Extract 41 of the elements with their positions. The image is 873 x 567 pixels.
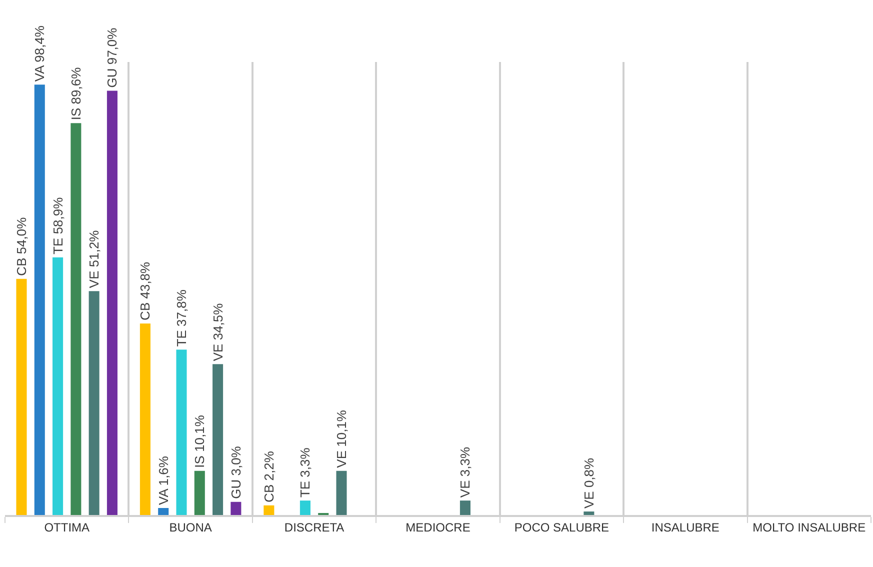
data-label: CB 2,2% (261, 450, 276, 502)
bar (176, 350, 187, 515)
data-label: TE 3,3% (298, 447, 313, 498)
data-label: GU 97,0% (104, 27, 120, 88)
x-tick-label: OTTIMA (44, 520, 90, 534)
x-tick-label: MEDIOCRE (406, 520, 470, 534)
data-label: IS 10,1% (192, 414, 208, 468)
bar (264, 505, 274, 515)
bar (300, 500, 310, 515)
bar (88, 291, 100, 515)
x-tick-label: MOLTO INSALUBRE (752, 520, 866, 534)
x-tick-label: INSALUBRE (651, 520, 720, 534)
x-tick-label: DISCRETA (284, 520, 344, 534)
bar (16, 278, 27, 515)
data-label: VE 34,5% (210, 302, 226, 362)
bar (584, 512, 594, 515)
bar (106, 90, 118, 515)
bar (158, 508, 169, 515)
data-label: VE 0,8% (581, 457, 596, 508)
data-label: VE 3,3% (458, 446, 473, 498)
bar (230, 502, 242, 515)
bar (336, 470, 347, 515)
data-label: VE 51,2% (86, 230, 102, 288)
bar (460, 500, 470, 515)
data-label: CB 43,8% (138, 261, 153, 320)
data-label: CB 54,0% (14, 216, 29, 276)
data-label: TE 58,9% (50, 196, 66, 254)
data-label: VA 98,4% (32, 25, 48, 82)
data-label: TE 37,8% (174, 289, 189, 347)
bar (34, 84, 45, 515)
data-label: VE 10,1% (334, 410, 349, 468)
data-label: IS 89,6% (68, 66, 84, 120)
x-tick-label: BUONA (169, 520, 212, 534)
bar (194, 470, 205, 515)
data-label: GU 3,0% (228, 446, 244, 499)
x-tick-label: POCO SALUBRE (514, 520, 610, 534)
bar (70, 123, 82, 515)
data-label: VA 1,6% (156, 456, 171, 505)
bar (52, 257, 64, 515)
bar (140, 323, 150, 515)
bar (212, 364, 224, 515)
